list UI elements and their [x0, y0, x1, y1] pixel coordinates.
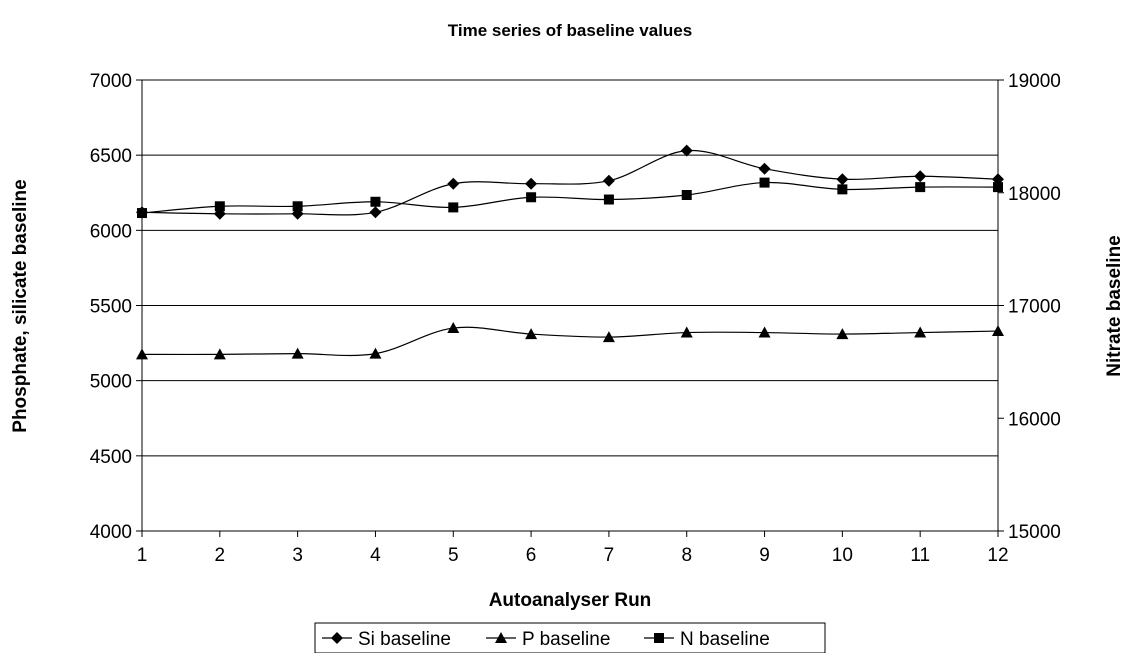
y-tick-label-right: 15000 [1008, 522, 1061, 543]
series-triangle [136, 322, 1004, 360]
y-tick-label-right: 16000 [1008, 409, 1061, 430]
data-point [291, 347, 304, 359]
data-point [837, 184, 848, 195]
data-point [603, 194, 614, 205]
y-axis-title-right: Nitrate baseline [1104, 235, 1125, 377]
x-tick-label: 1 [137, 545, 148, 566]
data-point [836, 328, 849, 340]
x-tick-label: 10 [832, 545, 853, 566]
data-point [758, 326, 771, 338]
x-axis-title: Autoanalyser Run [489, 590, 652, 611]
legend-marker [495, 632, 507, 643]
left-tick-labels: 4000 4500 5000 5500 6000 6500 7000 [90, 71, 132, 543]
data-point [602, 174, 615, 187]
series-line [141, 181, 999, 214]
x-tick-label: 11 [910, 545, 930, 566]
y-tick-label-right: 17000 [1008, 297, 1061, 318]
series-diamond [136, 144, 1004, 220]
data-point [680, 326, 693, 338]
data-point [758, 162, 771, 175]
data-point [447, 177, 460, 190]
series-square [137, 177, 1003, 219]
series-line [141, 326, 999, 357]
data-point [602, 331, 615, 343]
legend-label: Si baseline [358, 629, 451, 650]
data-point [447, 322, 460, 334]
data-point [992, 325, 1004, 337]
legend-label: P baseline [522, 629, 610, 650]
y-tick-label-left: 4000 [90, 522, 132, 543]
x-tick-labels: 1 2 3 4 5 6 7 8 9 10 11 12 [137, 545, 1009, 566]
y-tick-label-left: 4500 [90, 447, 132, 468]
y-tick-label-right: 18000 [1008, 184, 1061, 205]
y-tick-label-left: 5000 [90, 372, 132, 393]
y-tick-label-left: 6500 [90, 146, 132, 167]
data-point [137, 208, 147, 219]
data-point [526, 192, 537, 203]
chart-title: Time series of baseline values [448, 21, 692, 40]
axes [136, 79, 1004, 537]
data-point [525, 177, 538, 190]
data-point [369, 347, 382, 359]
data-point [370, 196, 381, 207]
series-group [136, 144, 1004, 360]
legend-marker [654, 633, 664, 643]
data-point [525, 328, 538, 340]
legend-marker [331, 632, 343, 644]
y-tick-label-left: 5500 [90, 297, 132, 318]
data-point [214, 201, 225, 212]
x-tick-label: 3 [292, 545, 303, 566]
x-tick-label: 12 [987, 545, 1008, 566]
y-tick-label-left: 7000 [90, 71, 132, 92]
legend: Si baseline P baseline N baseline [314, 622, 826, 653]
y-axis-title-left: Phosphate, silicate baseline [10, 179, 31, 432]
data-point [681, 190, 692, 201]
data-point [369, 206, 382, 219]
data-point [292, 201, 303, 212]
legend-label: N baseline [680, 629, 770, 650]
x-tick-label: 7 [604, 545, 615, 566]
y-tick-label-left: 6000 [90, 221, 132, 242]
data-point [213, 348, 226, 360]
data-point [836, 173, 849, 186]
x-tick-label: 8 [681, 545, 692, 566]
y-tick-label-right: 19000 [1008, 71, 1061, 92]
series-line [141, 149, 999, 216]
data-point [759, 177, 770, 188]
x-tick-label: 2 [215, 545, 226, 566]
x-tick-label: 6 [526, 545, 537, 566]
data-point [914, 326, 927, 338]
x-tick-label: 4 [370, 545, 381, 566]
data-point [915, 182, 926, 193]
gridlines [142, 79, 998, 532]
right-tick-labels: 15000 16000 17000 18000 19000 [1008, 71, 1061, 543]
legend-box [314, 622, 826, 653]
data-point [680, 144, 693, 157]
data-point [993, 182, 1003, 193]
data-point [448, 202, 459, 213]
x-tick-label: 9 [759, 545, 770, 566]
x-tick-label: 5 [448, 545, 459, 566]
data-point [136, 348, 148, 360]
data-point [914, 170, 927, 183]
